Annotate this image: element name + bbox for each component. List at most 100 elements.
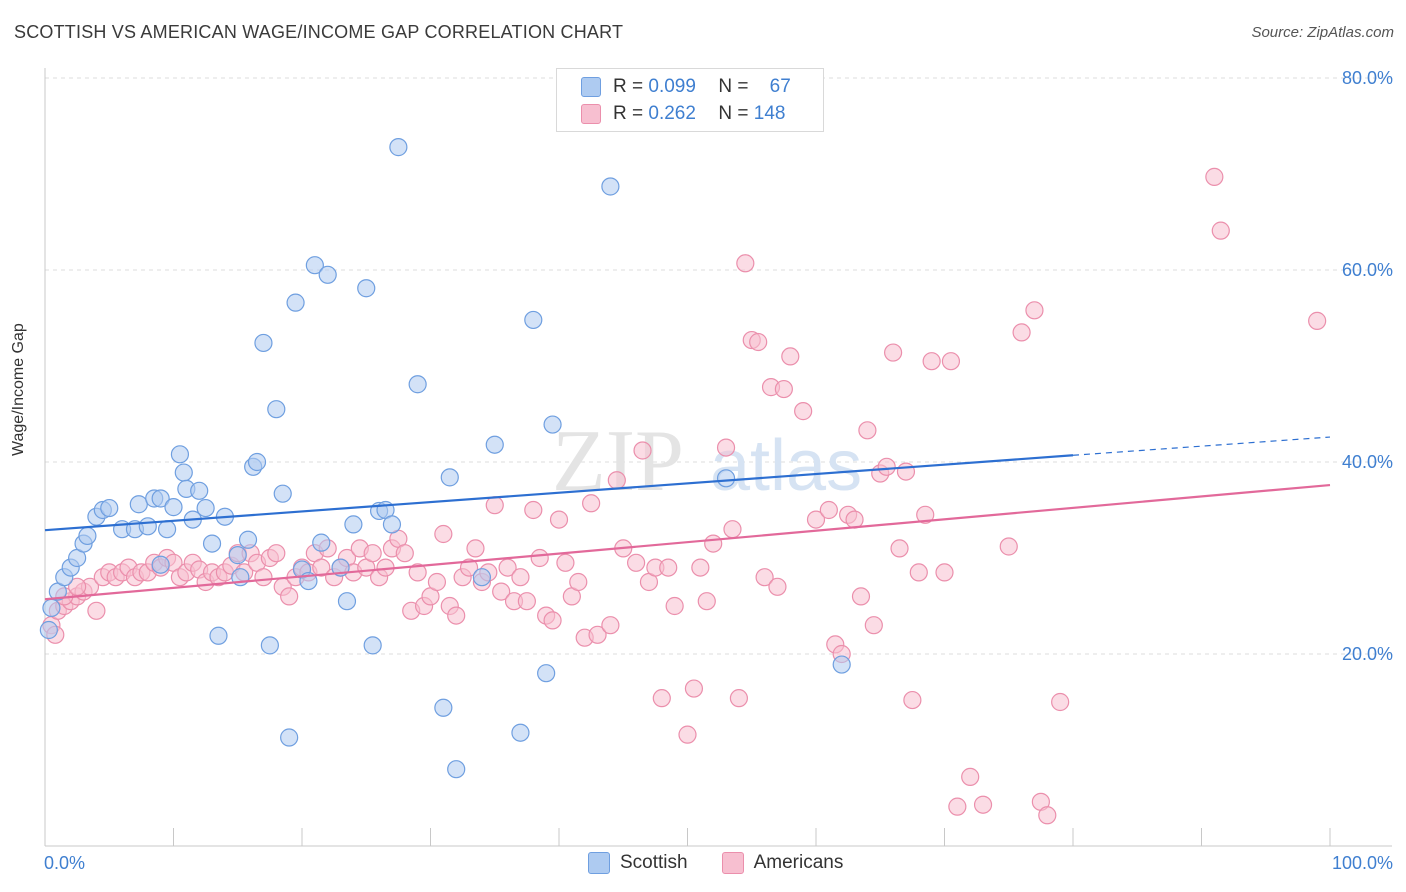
data-point [543, 611, 562, 630]
data-point [247, 452, 267, 472]
data-point [601, 177, 620, 196]
data-point [1038, 806, 1057, 825]
data-point [164, 498, 183, 517]
data-point [749, 332, 768, 352]
data-point [511, 568, 530, 587]
data-point [254, 568, 273, 587]
data-point [447, 760, 466, 779]
watermark-zip: ZIP [552, 413, 684, 510]
legend-r-label: R = [613, 103, 644, 124]
data-point [851, 587, 871, 606]
data-point [363, 544, 382, 563]
data-point [382, 515, 402, 534]
data-point [305, 256, 324, 275]
data-point [652, 689, 671, 708]
data-point [151, 555, 170, 574]
data-point [961, 767, 980, 786]
data-point [511, 723, 530, 742]
data-point [280, 728, 299, 747]
data-point [858, 421, 877, 440]
data-point [716, 438, 736, 457]
y-tick-label: 20.0% [1342, 644, 1393, 664]
data-point [434, 698, 453, 717]
data-point [543, 415, 562, 434]
data-point [466, 539, 485, 558]
americans-legend-swatch [721, 852, 744, 874]
scottish-points [39, 138, 851, 779]
data-point [697, 592, 716, 611]
data-point [337, 592, 357, 611]
data-point [890, 539, 909, 558]
data-point [524, 500, 543, 520]
americans-swatch [581, 104, 601, 124]
trend-lines [44, 436, 1331, 601]
data-point [973, 795, 993, 814]
scottish-r-value: 0.099 [648, 76, 696, 97]
tick-labels: 20.0% 40.0% 60.0% 80.0% 0.0% 100.0% [44, 68, 1393, 873]
watermark-atlas: atlas [710, 426, 862, 506]
data-point [716, 469, 736, 488]
data-point [665, 596, 684, 616]
data-point [549, 510, 569, 529]
data-point [774, 379, 793, 399]
data-point [794, 402, 813, 421]
legend-row-americans: R = 0.262 N = 148 [581, 102, 785, 126]
watermark: ZIP atlas [552, 413, 862, 510]
data-point [408, 563, 427, 582]
data-point [485, 435, 504, 454]
data-point [537, 664, 556, 683]
data-point [633, 441, 652, 460]
y-tick-label: 40.0% [1342, 452, 1393, 472]
data-point [806, 510, 826, 529]
chart-title: SCOTTISH VS AMERICAN WAGE/INCOME GAP COR… [14, 22, 624, 42]
data-point [228, 546, 247, 565]
data-point [151, 489, 170, 508]
data-point [472, 568, 491, 587]
data-point [922, 352, 941, 371]
data-point [607, 471, 626, 490]
data-point [691, 558, 710, 577]
data-point [100, 498, 119, 518]
americans-n-value: 148 [753, 103, 786, 124]
data-point [768, 577, 787, 596]
y-tick-label: 80.0% [1342, 68, 1393, 88]
data-point [530, 548, 549, 568]
data-point [1012, 323, 1031, 342]
legend-label-americans: Americans [753, 852, 844, 873]
data-point [659, 558, 678, 577]
data-point [267, 400, 286, 419]
data-point [408, 375, 427, 394]
data-point [280, 587, 299, 606]
data-point [344, 515, 363, 534]
data-point [492, 582, 511, 601]
source-credit: Source: ZipAtlas.com [1251, 24, 1394, 41]
data-point [1051, 692, 1070, 712]
data-point [267, 544, 286, 563]
data-point [260, 636, 279, 655]
scottish-trend-line [44, 454, 1074, 532]
data-point [434, 524, 453, 544]
legend-row-scottish: R = 0.099 N = 67 [581, 75, 791, 99]
data-point [948, 797, 967, 816]
data-point [517, 592, 536, 611]
data-point [389, 138, 408, 157]
data-point [190, 481, 209, 500]
data-point [819, 500, 838, 520]
data-point [1211, 221, 1230, 240]
series-legend: Scottish Americans [588, 852, 877, 874]
data-point [395, 544, 414, 563]
data-point [238, 530, 258, 549]
data-point [601, 616, 620, 635]
data-point [723, 520, 742, 539]
data-point [1308, 311, 1327, 330]
data-point [916, 505, 935, 524]
data-point [832, 655, 851, 674]
data-point [999, 537, 1018, 556]
scottish-trend-extension [1072, 436, 1331, 456]
data-point [170, 445, 190, 464]
legend-label-scottish: Scottish [620, 852, 688, 873]
data-point [447, 606, 466, 625]
data-point [459, 558, 479, 577]
data-point [174, 463, 193, 482]
